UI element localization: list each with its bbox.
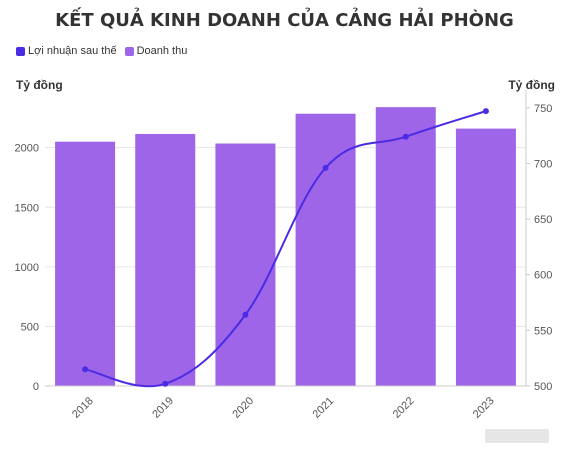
- right-tick-label: 500: [534, 381, 552, 393]
- right-axis-title: Tỷ đồng: [508, 78, 555, 92]
- left-tick-label: 500: [21, 321, 39, 333]
- right-tick-label: 750: [534, 103, 552, 115]
- right-tick-label: 600: [534, 270, 552, 282]
- legend-label-revenue: Doanh thu: [136, 45, 188, 57]
- left-axis-title: Tỷ đồng: [16, 78, 63, 92]
- x-tick-label: 2021: [311, 395, 337, 421]
- point-profit: [82, 366, 89, 373]
- watermark-logo: [485, 429, 549, 443]
- legend-item-revenue[interactable]: Doanh thu: [124, 45, 188, 57]
- point-profit: [162, 380, 169, 387]
- left-tick-label: 1500: [15, 202, 39, 214]
- bar-revenue: [55, 141, 116, 386]
- bar-revenue: [295, 113, 356, 387]
- x-tick-label: 2020: [230, 395, 256, 421]
- x-tick-label: 2023: [471, 395, 497, 421]
- legend-swatch-revenue: [124, 46, 134, 56]
- left-tick-label: 0: [33, 381, 39, 393]
- left-tick-label: 2000: [15, 143, 39, 155]
- legend-label-profit: Lợi nhuận sau thế: [28, 45, 117, 57]
- point-profit: [242, 311, 249, 318]
- bar-revenue: [135, 133, 196, 386]
- right-tick-label: 550: [534, 325, 552, 337]
- right-tick-label: 650: [534, 214, 552, 226]
- point-profit: [322, 164, 329, 171]
- left-tick-label: 1000: [15, 262, 39, 274]
- bar-revenue: [215, 143, 276, 386]
- legend-swatch-profit: [16, 46, 25, 56]
- bar-revenue: [375, 107, 436, 387]
- point-profit: [402, 133, 409, 140]
- bar-revenue: [455, 128, 516, 386]
- x-tick-label: 2018: [70, 395, 96, 421]
- chart-title: KẾT QUẢ KINH DOANH CỦA CẢNG HẢI PHÒNG: [55, 10, 514, 31]
- legend-item-profit[interactable]: Lợi nhuận sau thế: [16, 45, 117, 57]
- legend: Lợi nhuận sau thế Doanh thu: [16, 45, 195, 57]
- right-tick-label: 700: [534, 158, 552, 170]
- point-profit: [482, 108, 489, 115]
- x-tick-label: 2022: [391, 395, 417, 421]
- x-tick-label: 2019: [150, 395, 176, 421]
